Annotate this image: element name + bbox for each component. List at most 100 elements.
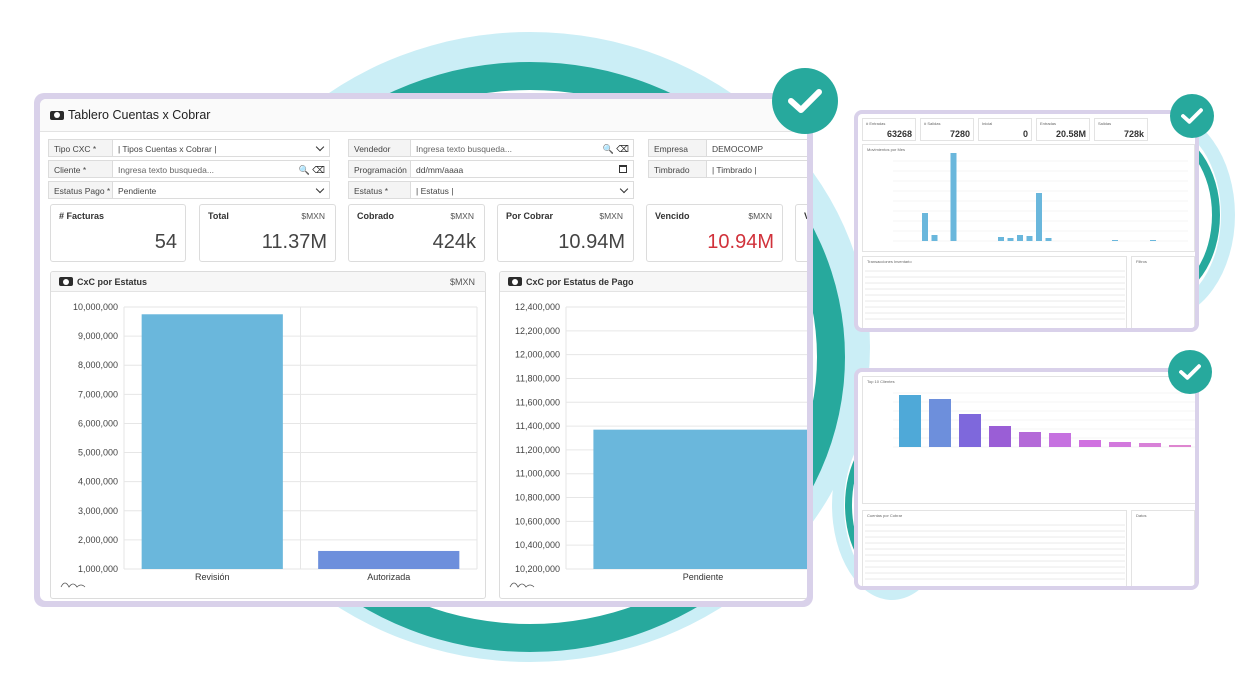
empresa-field[interactable]: DEMOCOMP xyxy=(706,139,807,157)
filter-estatus-pago[interactable]: Estatus Pago * Pendiente xyxy=(48,181,330,199)
y-tick-label: 11,400,000 xyxy=(516,421,560,431)
filter-label: Empresa xyxy=(648,139,706,157)
page-title: Tablero Cuentas x Cobrar xyxy=(68,108,211,122)
bar xyxy=(141,314,283,569)
kpi-card-total: Total $MXN 11.37M xyxy=(199,204,336,262)
y-tick-label: 4,000,000 xyxy=(78,477,118,487)
bar xyxy=(318,550,460,569)
y-tick-label: 9,000,000 xyxy=(78,331,118,341)
card-title: V xyxy=(804,211,807,221)
transactions-table-panel: Transacciones Inventario xyxy=(862,256,1127,328)
kpi-card-cobrado: Cobrado $MXN 424k xyxy=(348,204,485,262)
panel-title: Cuentas por Cobrar xyxy=(867,513,903,518)
card-unit: $MXN xyxy=(301,211,325,221)
panel-title: CxC por Estatus de Pago xyxy=(526,276,634,287)
field-value: DEMOCOMP xyxy=(712,144,763,154)
stat-box: Entradas 20.58M xyxy=(1036,118,1090,141)
programacion-date-input[interactable]: dd/mm/aaaa xyxy=(410,160,634,178)
mini-table xyxy=(865,270,1125,320)
panel-title: Top 10 Clientes xyxy=(867,379,895,384)
card-title: Total xyxy=(208,211,229,221)
panel-title: Movimientos por Mes xyxy=(867,147,906,152)
main-dashboard-window: Tablero Cuentas x Cobrar Tipo CXC * | Ti… xyxy=(34,93,813,607)
y-tick-label: 1,000,000 xyxy=(78,564,118,574)
bar xyxy=(1026,236,1033,241)
select-value: | Timbrado | xyxy=(712,165,757,175)
panel-title: Filtros xyxy=(1136,259,1147,264)
filters-panel: Filtros xyxy=(1131,256,1195,328)
timbrado-select[interactable]: | Timbrado | xyxy=(706,160,807,178)
bar xyxy=(931,235,938,241)
kpi-card-cut-off: V xyxy=(795,204,807,262)
clients-dashboard-thumbnail: Top 10 Clientes Cuentas por Cobrar Datos xyxy=(854,368,1199,590)
stat-value: 7280 xyxy=(949,129,970,139)
checkmark-icon xyxy=(1168,350,1212,394)
card-title: Vencido xyxy=(655,211,690,221)
stat-label: Salidas xyxy=(1098,121,1112,126)
y-tick-label: 10,400,000 xyxy=(515,540,560,550)
vendedor-search-input[interactable]: Ingresa texto busqueda... 🔍 ⌫ xyxy=(410,139,634,157)
panel-header: CxC por Estatus de Pago xyxy=(500,272,807,292)
y-tick-label: 12,200,000 xyxy=(515,326,560,336)
bar xyxy=(1045,238,1052,241)
bar xyxy=(1169,445,1191,447)
bar xyxy=(922,213,928,241)
date-value: dd/mm/aaaa xyxy=(416,165,464,175)
y-tick-label: 10,200,000 xyxy=(515,564,560,574)
estatus-select[interactable]: | Estatus | xyxy=(410,181,634,199)
stat-box: # Entradas 63268 xyxy=(862,118,916,141)
filter-vendedor[interactable]: Vendedor Ingresa texto busqueda... 🔍 ⌫ xyxy=(348,139,634,157)
money-icon xyxy=(50,110,64,120)
cliente-search-input[interactable]: Ingresa texto busqueda... 🔍 ⌫ xyxy=(112,160,330,178)
x-tick-label: Revisión xyxy=(195,572,230,582)
stat-box: # Salidas 7280 xyxy=(920,118,974,141)
card-unit: $MXN xyxy=(599,211,623,221)
filter-empresa[interactable]: Empresa DEMOCOMP xyxy=(648,139,807,157)
search-clear-icons[interactable]: 🔍 ⌫ xyxy=(602,144,629,154)
y-tick-label: 3,000,000 xyxy=(78,506,118,516)
filter-tipo-cxc[interactable]: Tipo CXC * | Tipos Cuentas x Cobrar | xyxy=(48,139,330,157)
select-value: | Tipos Cuentas x Cobrar | xyxy=(118,144,217,154)
stat-value: 0 xyxy=(1022,129,1028,139)
y-tick-label: 10,600,000 xyxy=(515,516,560,526)
money-icon xyxy=(508,277,522,286)
y-tick-label: 5,000,000 xyxy=(78,448,118,458)
y-tick-label: 12,400,000 xyxy=(515,302,560,312)
bar xyxy=(1139,443,1161,447)
checkmark-icon xyxy=(772,68,838,134)
filter-label: Timbrado xyxy=(648,160,706,178)
y-tick-label: 12,000,000 xyxy=(515,350,560,360)
stat-value: 20.58M xyxy=(1055,129,1086,139)
y-tick-label: 10,800,000 xyxy=(515,493,560,503)
filter-cliente[interactable]: Cliente * Ingresa texto busqueda... 🔍 ⌫ xyxy=(48,160,330,178)
filter-timbrado[interactable]: Timbrado | Timbrado | xyxy=(648,160,807,178)
search-clear-icons[interactable]: 🔍 ⌫ xyxy=(298,165,325,175)
kpi-card-por-cobrar: Por Cobrar $MXN 10.94M xyxy=(497,204,634,262)
tipo-cxc-select[interactable]: | Tipos Cuentas x Cobrar | xyxy=(112,139,330,157)
stat-label: # Entradas xyxy=(866,121,886,126)
bar xyxy=(1109,442,1131,447)
panel-unit: $MXN xyxy=(449,276,475,287)
y-tick-label: 2,000,000 xyxy=(78,535,118,545)
stat-label: Entradas xyxy=(1040,121,1057,126)
bar xyxy=(1150,240,1156,241)
y-tick-label: 7,000,000 xyxy=(78,389,118,399)
bar xyxy=(1049,433,1071,447)
chart-panel-estatus-pago: CxC por Estatus de Pago 12,400,000 12,200… xyxy=(499,271,807,599)
stat-value: 63268 xyxy=(886,129,912,139)
mini-table xyxy=(865,524,1125,580)
card-value: 54 xyxy=(154,231,177,253)
input-placeholder: Ingresa texto busqueda... xyxy=(416,144,512,154)
filter-programacion[interactable]: Programación * dd/mm/aaaa xyxy=(348,160,634,193)
estatus-pago-select[interactable]: Pendiente xyxy=(112,181,330,199)
chart-zoom-icon xyxy=(60,582,86,588)
filter-estatus[interactable]: Estatus * | Estatus | xyxy=(348,181,634,199)
card-title: Por Cobrar xyxy=(506,211,554,221)
calendar-icon[interactable] xyxy=(619,165,627,173)
filter-label: Tipo CXC * xyxy=(48,139,112,157)
card-unit: $MXN xyxy=(748,211,772,221)
inventory-dashboard-thumbnail: # Entradas 63268 # Salidas 7280 Inicial 0 Entr… xyxy=(854,110,1199,332)
card-unit: $MXN xyxy=(450,211,474,221)
stat-label: # Salidas xyxy=(924,121,941,126)
